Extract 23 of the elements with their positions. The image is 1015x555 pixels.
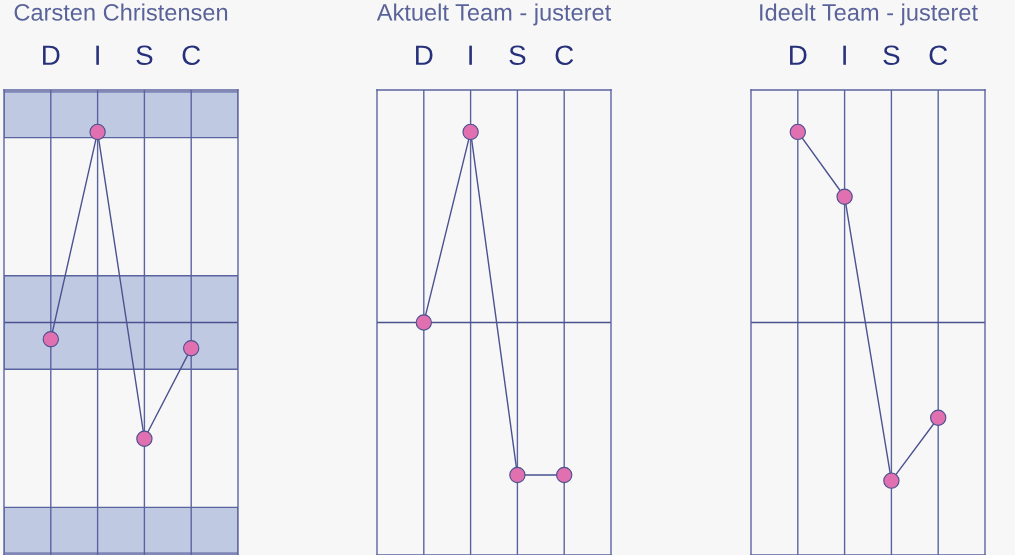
- point: [883, 472, 900, 489]
- chart-title: Ideelt Team - justeret: [760, 3, 978, 26]
- point: [136, 430, 153, 447]
- point: [89, 123, 106, 141]
- point: [930, 409, 947, 426]
- x-tick-label: S: [509, 45, 526, 66]
- x-tick-label: C: [555, 45, 574, 66]
- x-tick-label: I: [843, 45, 846, 65]
- x-tick-label: D: [43, 45, 60, 65]
- x-tick-label: C: [929, 45, 948, 66]
- x-tick-label: D: [416, 45, 433, 65]
- x-tick-label: I: [96, 45, 99, 65]
- point: [836, 188, 853, 205]
- point: [789, 123, 806, 141]
- x-tick-label: D: [790, 45, 807, 65]
- x-tick-label: C: [182, 45, 201, 66]
- x-tick-label: I: [469, 45, 472, 65]
- point: [42, 331, 59, 348]
- chart-title: Carsten Christensen: [14, 3, 228, 21]
- chart-title: Aktuelt Team - justeret: [376, 3, 612, 26]
- x-tick-label: S: [883, 45, 900, 66]
- point: [183, 340, 200, 357]
- x-tick-label: S: [136, 45, 153, 66]
